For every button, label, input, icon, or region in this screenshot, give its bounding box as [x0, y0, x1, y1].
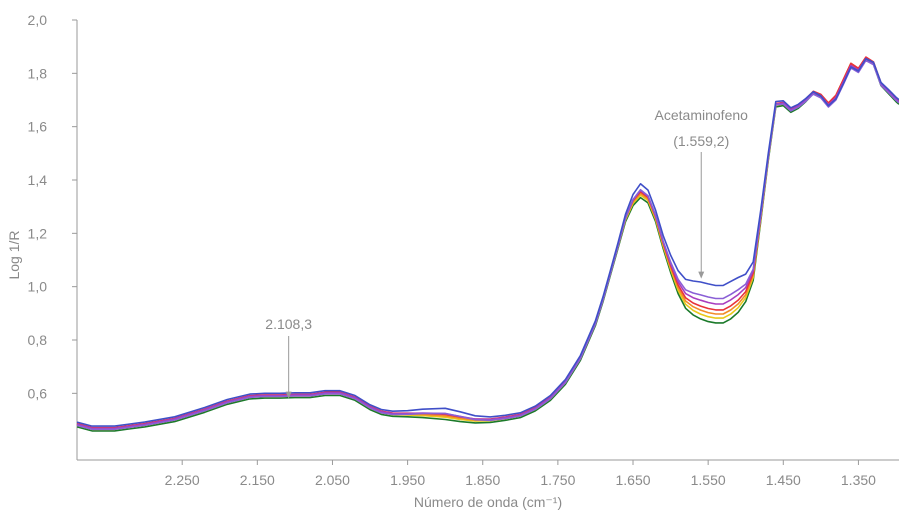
annotation-arrow-head — [698, 271, 705, 279]
x-tick-label: 2.150 — [240, 472, 275, 488]
x-tick-label: 2.050 — [315, 472, 350, 488]
x-tick-label: 1.550 — [691, 472, 726, 488]
x-ticks: 2.250 2.150 2.050 1.950 1.850 1.750 1.650 1.550… — [165, 460, 876, 488]
annotation-label: Acetaminofeno — [655, 107, 749, 123]
y-tick-label: 1,8 — [28, 65, 48, 81]
spectrum-line — [76, 59, 899, 431]
spectrum-line — [76, 57, 899, 431]
annotation-label: 2.108,3 — [265, 316, 312, 332]
annotation-arrow-head — [285, 391, 292, 399]
y-tick-label: 0,8 — [28, 332, 48, 348]
y-tick-label: 2,0 — [28, 12, 48, 28]
x-axis-label: Número de onda (cm⁻¹) — [414, 494, 562, 510]
x-tick-label: 1.950 — [390, 472, 425, 488]
annotation-sublabel: (1.559,2) — [673, 133, 729, 149]
x-tick-label: 1.850 — [465, 472, 500, 488]
x-tick-label: 1.450 — [766, 472, 801, 488]
y-ticks: 0,6 0,8 1,0 1,2 1,4 1,6 1,8 2,0 — [28, 12, 77, 401]
spectrum-line — [76, 57, 899, 430]
spectrum-line — [76, 58, 899, 432]
x-tick-label: 2.250 — [165, 472, 200, 488]
y-tick-label: 1,2 — [28, 225, 48, 241]
y-axis-label: Log 1/R — [6, 230, 22, 279]
x-tick-label: 1.650 — [615, 472, 650, 488]
series-group — [76, 56, 899, 432]
y-tick-label: 1,0 — [28, 279, 48, 295]
y-tick-label: 0,6 — [28, 385, 48, 401]
x-tick-label: 1.750 — [540, 472, 575, 488]
annotations: 2.108,3 Acetaminofeno (1.559,2) — [265, 107, 748, 399]
y-tick-label: 1,4 — [28, 172, 48, 188]
y-tick-label: 1,6 — [28, 119, 48, 135]
x-tick-label: 1.350 — [841, 472, 876, 488]
spectrum-line — [76, 57, 899, 427]
